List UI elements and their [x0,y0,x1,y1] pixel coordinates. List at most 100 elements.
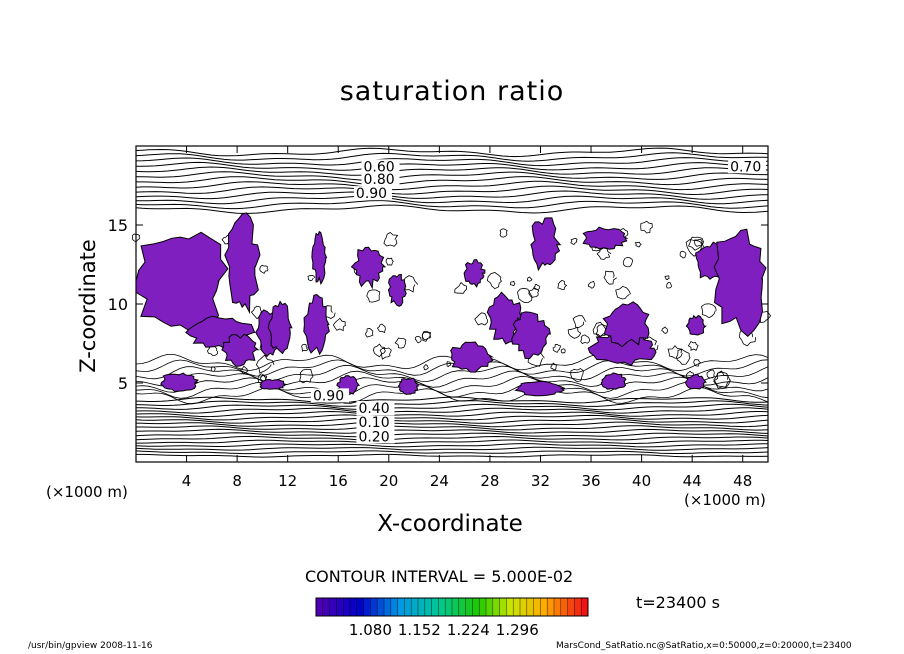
contour-label-6: 0.10 [358,415,389,431]
contour-squiggle-39 [552,343,562,353]
colorbar-tick-label-2: 1.224 [447,621,490,639]
contour-squiggle-27 [383,232,399,247]
x-unit-label: (×1000 m) [684,491,766,509]
supersaturated-region-11 [486,291,525,345]
contour-squiggle-29 [675,348,691,365]
colorbar-cell-38 [574,598,582,616]
contour-line-10 [135,417,769,424]
contour-squiggle-53 [385,257,394,266]
colorbar-cell-15 [418,598,426,616]
z-unit-label: (×1000 m) [46,483,128,501]
contour-squiggle-64 [509,280,516,287]
contour-line-24 [135,204,769,214]
contour-squiggle-35 [499,228,508,238]
x-tick-label-1: 8 [232,472,242,490]
contour-squiggle-56 [454,281,467,294]
colorbar-cell-22 [465,598,473,616]
colorbar-cell-16 [424,598,433,616]
contour-squiggle-83 [603,270,618,285]
contour-squiggle-65 [299,369,314,384]
colorbar-cell-17 [431,598,439,616]
colorbar-tick-label-1: 1.152 [398,621,441,639]
contour-line-22 [135,359,769,377]
contour-line-27 [135,190,768,200]
contour-line-33 [136,161,769,171]
contour-line-17 [135,386,769,405]
colorbar-ticks: 1.080 1.152 1.224 1.296 [349,621,539,639]
colorbar-cell-35 [554,598,562,616]
contour-line-3 [135,443,769,448]
supersaturated-region-20 [685,314,707,336]
contour-line-26 [136,195,769,205]
colorbar-cell-24 [479,598,487,616]
supersaturated-region-8 [350,246,387,290]
contour-squiggle-2 [661,326,668,334]
contour-label-4: 0.90 [313,388,344,404]
contour-squiggle-69 [667,345,683,359]
contour-squiggle-3 [706,369,715,379]
supersaturated-region-5 [267,300,293,355]
supersaturated-region-7 [311,230,328,286]
contour-labels: 0.600.800.900.700.900.200.100.40 [310,159,767,445]
contour-squiggle-87 [255,354,275,374]
contour-line-0 [136,453,769,458]
contour-line-1 [135,450,769,455]
contour-line-31 [135,171,768,181]
contour-squiggle-70 [366,289,381,303]
contour-line-35 [135,152,769,162]
contour-squiggle-89 [587,280,596,289]
contour-label-bg-7 [356,401,395,416]
x-tick-label-10: 44 [683,472,702,490]
supersaturated-region-10 [463,259,486,288]
contour-squiggle-12 [259,264,269,274]
contour-label-7: 0.40 [358,401,389,417]
contour-line-13 [135,407,769,414]
contour-line-32 [135,166,769,176]
contour-line-25 [135,200,769,210]
colorbar-cell-3 [336,598,344,616]
y-tick-label-1: 10 [108,295,128,314]
colorbar-cell-6 [356,598,365,616]
contour-label-bg-3 [728,159,767,174]
colorbar-cell-29 [513,598,521,616]
y-tick-label-0: 5 [118,374,128,393]
contour-line-18 [135,381,769,399]
contour-squiggle-1 [570,368,584,383]
colorbar-cell-20 [452,598,460,616]
contour-line-34 [135,157,768,167]
contour-line-30 [136,176,769,186]
contour-squiggle-25 [572,315,586,329]
supersaturated-region-3 [221,333,260,367]
contour-line-28 [135,185,769,196]
colorbar-cell-4 [343,598,351,616]
supersaturated-region-19 [713,228,767,337]
x-tick-label-3: 16 [329,472,348,490]
contour-squiggle-44 [210,366,216,372]
contour-label-2: 0.90 [356,186,387,202]
contour-line-20 [135,370,769,388]
contour-label-3: 0.70 [730,159,761,175]
colorbar-cells [315,598,589,616]
contour-line-36 [135,147,769,158]
colorbar-cell-7 [363,598,371,616]
contour-label-0: 0.60 [364,159,395,175]
supersaturated-region-17 [602,301,650,348]
contour-squiggle-46 [486,272,503,290]
contour-squiggle-77 [332,317,347,332]
contour-label-bg-4 [310,388,349,403]
footer-program: /usr/bin/gpview 2008-11-16 [28,641,153,651]
contour-line-11 [135,414,769,421]
colorbar-cell-33 [540,598,548,616]
colorbar-cell-34 [547,598,555,616]
colorbar-cell-23 [472,598,480,616]
contour-squiggle-57 [557,280,568,291]
contour-squiggle-20 [570,237,578,245]
x-tick-label-7: 32 [531,472,550,490]
x-tick-label-6: 28 [480,472,499,490]
contour-squiggle-88 [567,326,582,339]
supersaturated-region-13 [450,341,495,373]
colorbar-cell-30 [520,598,528,616]
x-tick-label-8: 36 [581,472,600,490]
colorbar-cell-25 [486,598,494,616]
